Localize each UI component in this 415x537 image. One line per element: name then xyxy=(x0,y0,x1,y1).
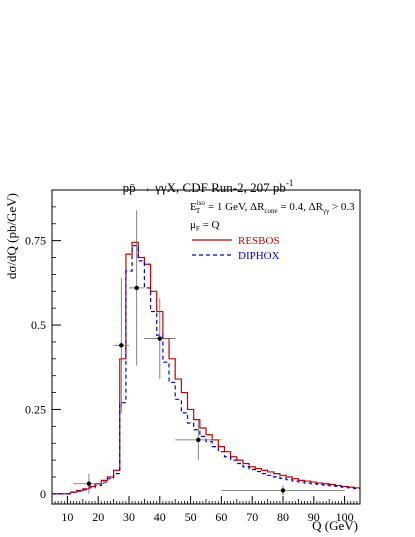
data-point xyxy=(86,481,92,486)
y-tick-label: 0.25 xyxy=(25,402,46,416)
legend: RESBOS DIPHOX xyxy=(192,235,280,262)
x-tick-label: 60 xyxy=(215,510,227,524)
x-tick-label: 40 xyxy=(154,510,166,524)
x-tick-label: 80 xyxy=(277,510,289,524)
legend-resbos-label: RESBOS xyxy=(238,235,280,247)
y-axis: 0 0.25 0.5 0.75 xyxy=(25,206,61,501)
x-tick-label: 30 xyxy=(123,510,135,524)
data-point xyxy=(134,285,139,291)
x-axis: 10 20 30 40 50 60 70 80 90 100 xyxy=(54,496,358,524)
data-point xyxy=(157,336,162,341)
x-axis-label: Q (GeV) xyxy=(312,518,358,533)
x-tick-label: 70 xyxy=(246,510,258,524)
annotation-scale: μF = Q xyxy=(190,219,220,233)
y-tick-label: 0.75 xyxy=(25,234,46,248)
plot-area xyxy=(51,189,361,505)
series-diphox xyxy=(52,245,360,495)
annotation-isolation: Eiso T = 1 GeV, ΔRcone = 0.4, ΔRγγ > 0.3 xyxy=(190,199,355,215)
y-tick-label: 0 xyxy=(40,487,46,501)
x-tick-label: 10 xyxy=(61,510,73,524)
legend-diphox-label: DIPHOX xyxy=(238,250,280,262)
data-point xyxy=(119,343,124,348)
series-resbos xyxy=(52,241,360,495)
data-point xyxy=(280,488,286,493)
x-tick-label: 100 xyxy=(336,510,354,524)
data-points xyxy=(73,210,345,496)
x-tick-label: 90 xyxy=(308,510,320,524)
x-tick-label: 20 xyxy=(92,510,104,524)
x-tick-label: 50 xyxy=(185,510,197,524)
y-tick-label: 0.5 xyxy=(31,318,46,332)
chart-title: pp̄ → γγX, CDF Run-2, 207 pb-1 xyxy=(123,178,294,195)
series-layer xyxy=(52,241,360,495)
y-axis-label: dσ/dQ (pb/GeV) xyxy=(4,193,19,279)
data-point xyxy=(196,437,201,443)
